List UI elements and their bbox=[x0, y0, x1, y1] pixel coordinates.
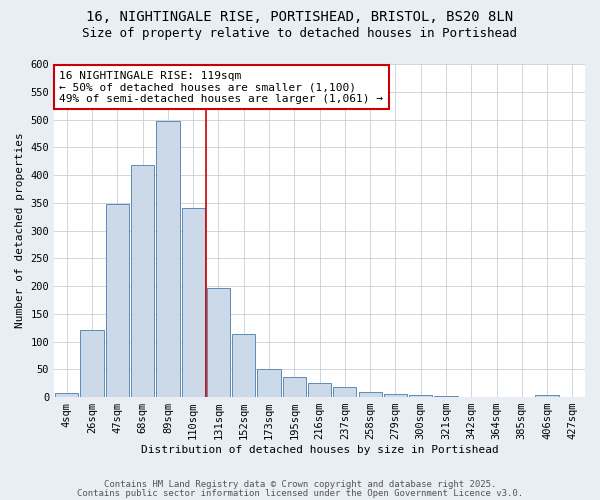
Bar bbox=[207, 288, 230, 397]
Bar bbox=[409, 395, 433, 397]
Text: Size of property relative to detached houses in Portishead: Size of property relative to detached ho… bbox=[83, 28, 517, 40]
Y-axis label: Number of detached properties: Number of detached properties bbox=[15, 132, 25, 328]
Bar bbox=[308, 383, 331, 397]
X-axis label: Distribution of detached houses by size in Portishead: Distribution of detached houses by size … bbox=[141, 445, 499, 455]
Bar bbox=[333, 386, 356, 397]
Bar bbox=[156, 120, 179, 397]
Text: Contains HM Land Registry data © Crown copyright and database right 2025.: Contains HM Land Registry data © Crown c… bbox=[104, 480, 496, 489]
Bar bbox=[460, 396, 483, 397]
Bar bbox=[434, 396, 458, 397]
Bar bbox=[182, 208, 205, 397]
Bar bbox=[80, 330, 104, 397]
Bar bbox=[384, 394, 407, 397]
Bar bbox=[55, 393, 79, 397]
Text: Contains public sector information licensed under the Open Government Licence v3: Contains public sector information licen… bbox=[77, 490, 523, 498]
Bar bbox=[359, 392, 382, 397]
Bar bbox=[232, 334, 256, 397]
Bar bbox=[257, 370, 281, 397]
Text: 16, NIGHTINGALE RISE, PORTISHEAD, BRISTOL, BS20 8LN: 16, NIGHTINGALE RISE, PORTISHEAD, BRISTO… bbox=[86, 10, 514, 24]
Bar bbox=[131, 165, 154, 397]
Bar bbox=[106, 204, 129, 397]
Bar bbox=[283, 377, 306, 397]
Text: 16 NIGHTINGALE RISE: 119sqm
← 50% of detached houses are smaller (1,100)
49% of : 16 NIGHTINGALE RISE: 119sqm ← 50% of det… bbox=[59, 70, 383, 104]
Bar bbox=[535, 396, 559, 397]
